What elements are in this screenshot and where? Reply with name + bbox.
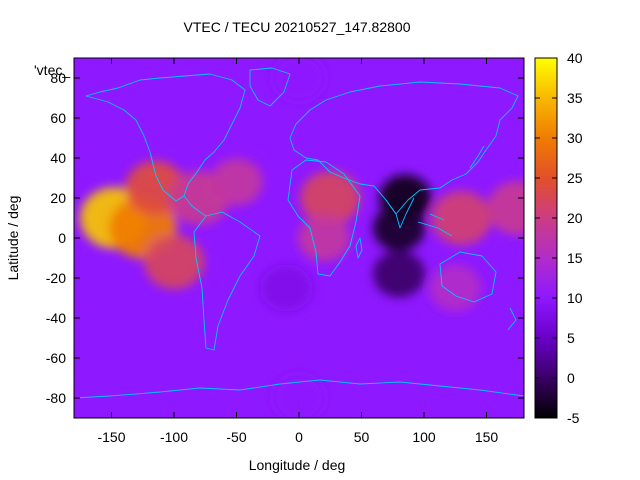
heatmap-field [80,58,524,418]
vtec-cell [260,264,313,312]
colorbar-tick-label: -5 [567,410,580,426]
colorbar-tick-label: 35 [567,90,583,106]
y-axis-label: Latitude / deg [5,196,21,281]
x-axis-label: Longitude / deg [249,457,346,473]
vtec-cell [210,158,263,206]
x-tick-label: 100 [412,429,436,445]
y-tick-label: 0 [58,230,66,246]
vtec-cell [373,204,425,252]
x-axis: -150 -100 -50 0 50 100 150 [97,58,498,445]
vtec-cell [373,250,425,298]
chart-title: VTEC / TECU 20210527_147.82800 [183,19,410,35]
x-tick-label: -100 [160,429,188,445]
plot-area [74,58,524,418]
x-tick-label: -50 [226,429,246,445]
x-tick-label: 0 [295,429,303,445]
x-tick-label: 50 [354,429,370,445]
vtec-cell [144,235,204,289]
colorbar-tick-label: 5 [567,330,575,346]
colorbar-tick-label: 0 [567,370,575,386]
vtec-cell [300,171,361,225]
colorbar-tick-label: 10 [567,290,583,306]
x-tick-label: 150 [475,429,499,445]
y-tick-label: -40 [46,310,66,326]
y-tick-label: 20 [50,190,66,206]
x-tick-label: -150 [97,429,125,445]
y-tick-label: 40 [50,150,66,166]
colorbar-tick-label: 15 [567,250,583,266]
y-tick-label: -60 [46,350,66,366]
y-axis: -80 -60 -40 -20 0 20 40 60 80 [46,70,524,406]
colorbar-tick-label: 20 [567,210,583,226]
y-tick-label: 60 [50,110,66,126]
colorbar-tick-label: 40 [567,50,583,66]
coastlines [74,67,524,399]
colorbar-tick-label: 30 [567,130,583,146]
legend-key: 'vtec_ [34,62,70,78]
y-tick-label: -80 [46,390,66,406]
y-tick-label: 80 [50,70,66,86]
y-tick-label: -20 [46,270,66,286]
colorbar [534,57,558,419]
vtec-cell [431,191,492,245]
colorbar-tick-label: 25 [567,170,583,186]
vtec-cell [487,181,524,235]
vtec-cell [429,264,482,312]
vtec-cell [273,58,325,102]
vtec-cell [273,374,325,418]
colorbar-axis: -5 0 5 10 15 20 25 30 35 40 [535,50,583,426]
vtec-cell [298,214,350,262]
